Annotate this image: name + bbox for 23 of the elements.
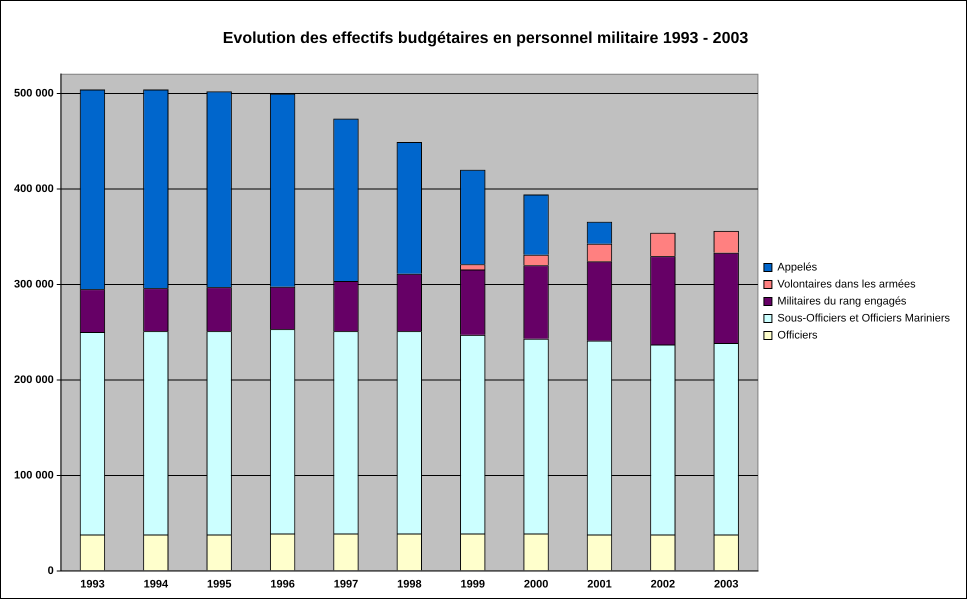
legend-label: Officiers (777, 330, 818, 342)
legend-label: Sous-Officiers et Officiers Mariniers (777, 312, 950, 325)
x-tick-label: 1994 (144, 578, 169, 590)
y-tick-label: 500 000 (14, 87, 54, 100)
x-tick-label: 2000 (524, 578, 548, 590)
x-tick-label: 2003 (714, 578, 738, 590)
y-tick-label: 300 000 (14, 278, 54, 290)
x-tick-label: 1998 (397, 578, 422, 590)
x-tick-label: 1996 (270, 578, 295, 590)
legend-label: Militaires du rang engagés (777, 296, 907, 308)
x-tick-label: 1995 (206, 578, 232, 590)
legend-label: Volontaires dans les armées (777, 278, 916, 291)
x-tick-label: 1997 (334, 578, 358, 590)
y-tick-label: 400 000 (14, 182, 54, 195)
chart-title: Evolution des effectifs budgétaires en personnel militaire 1993 - 2003 (222, 30, 748, 48)
x-tick-label: 1993 (80, 578, 105, 590)
y-tick-label: 0 (48, 564, 54, 577)
legend-label: Appelés (777, 262, 818, 274)
y-tick-label: 100 000 (14, 469, 54, 482)
y-tick-label: 200 000 (14, 374, 54, 386)
x-tick-label: 2002 (650, 578, 676, 590)
x-tick-label: 1999 (460, 578, 485, 590)
x-tick-label: 2001 (587, 578, 612, 590)
